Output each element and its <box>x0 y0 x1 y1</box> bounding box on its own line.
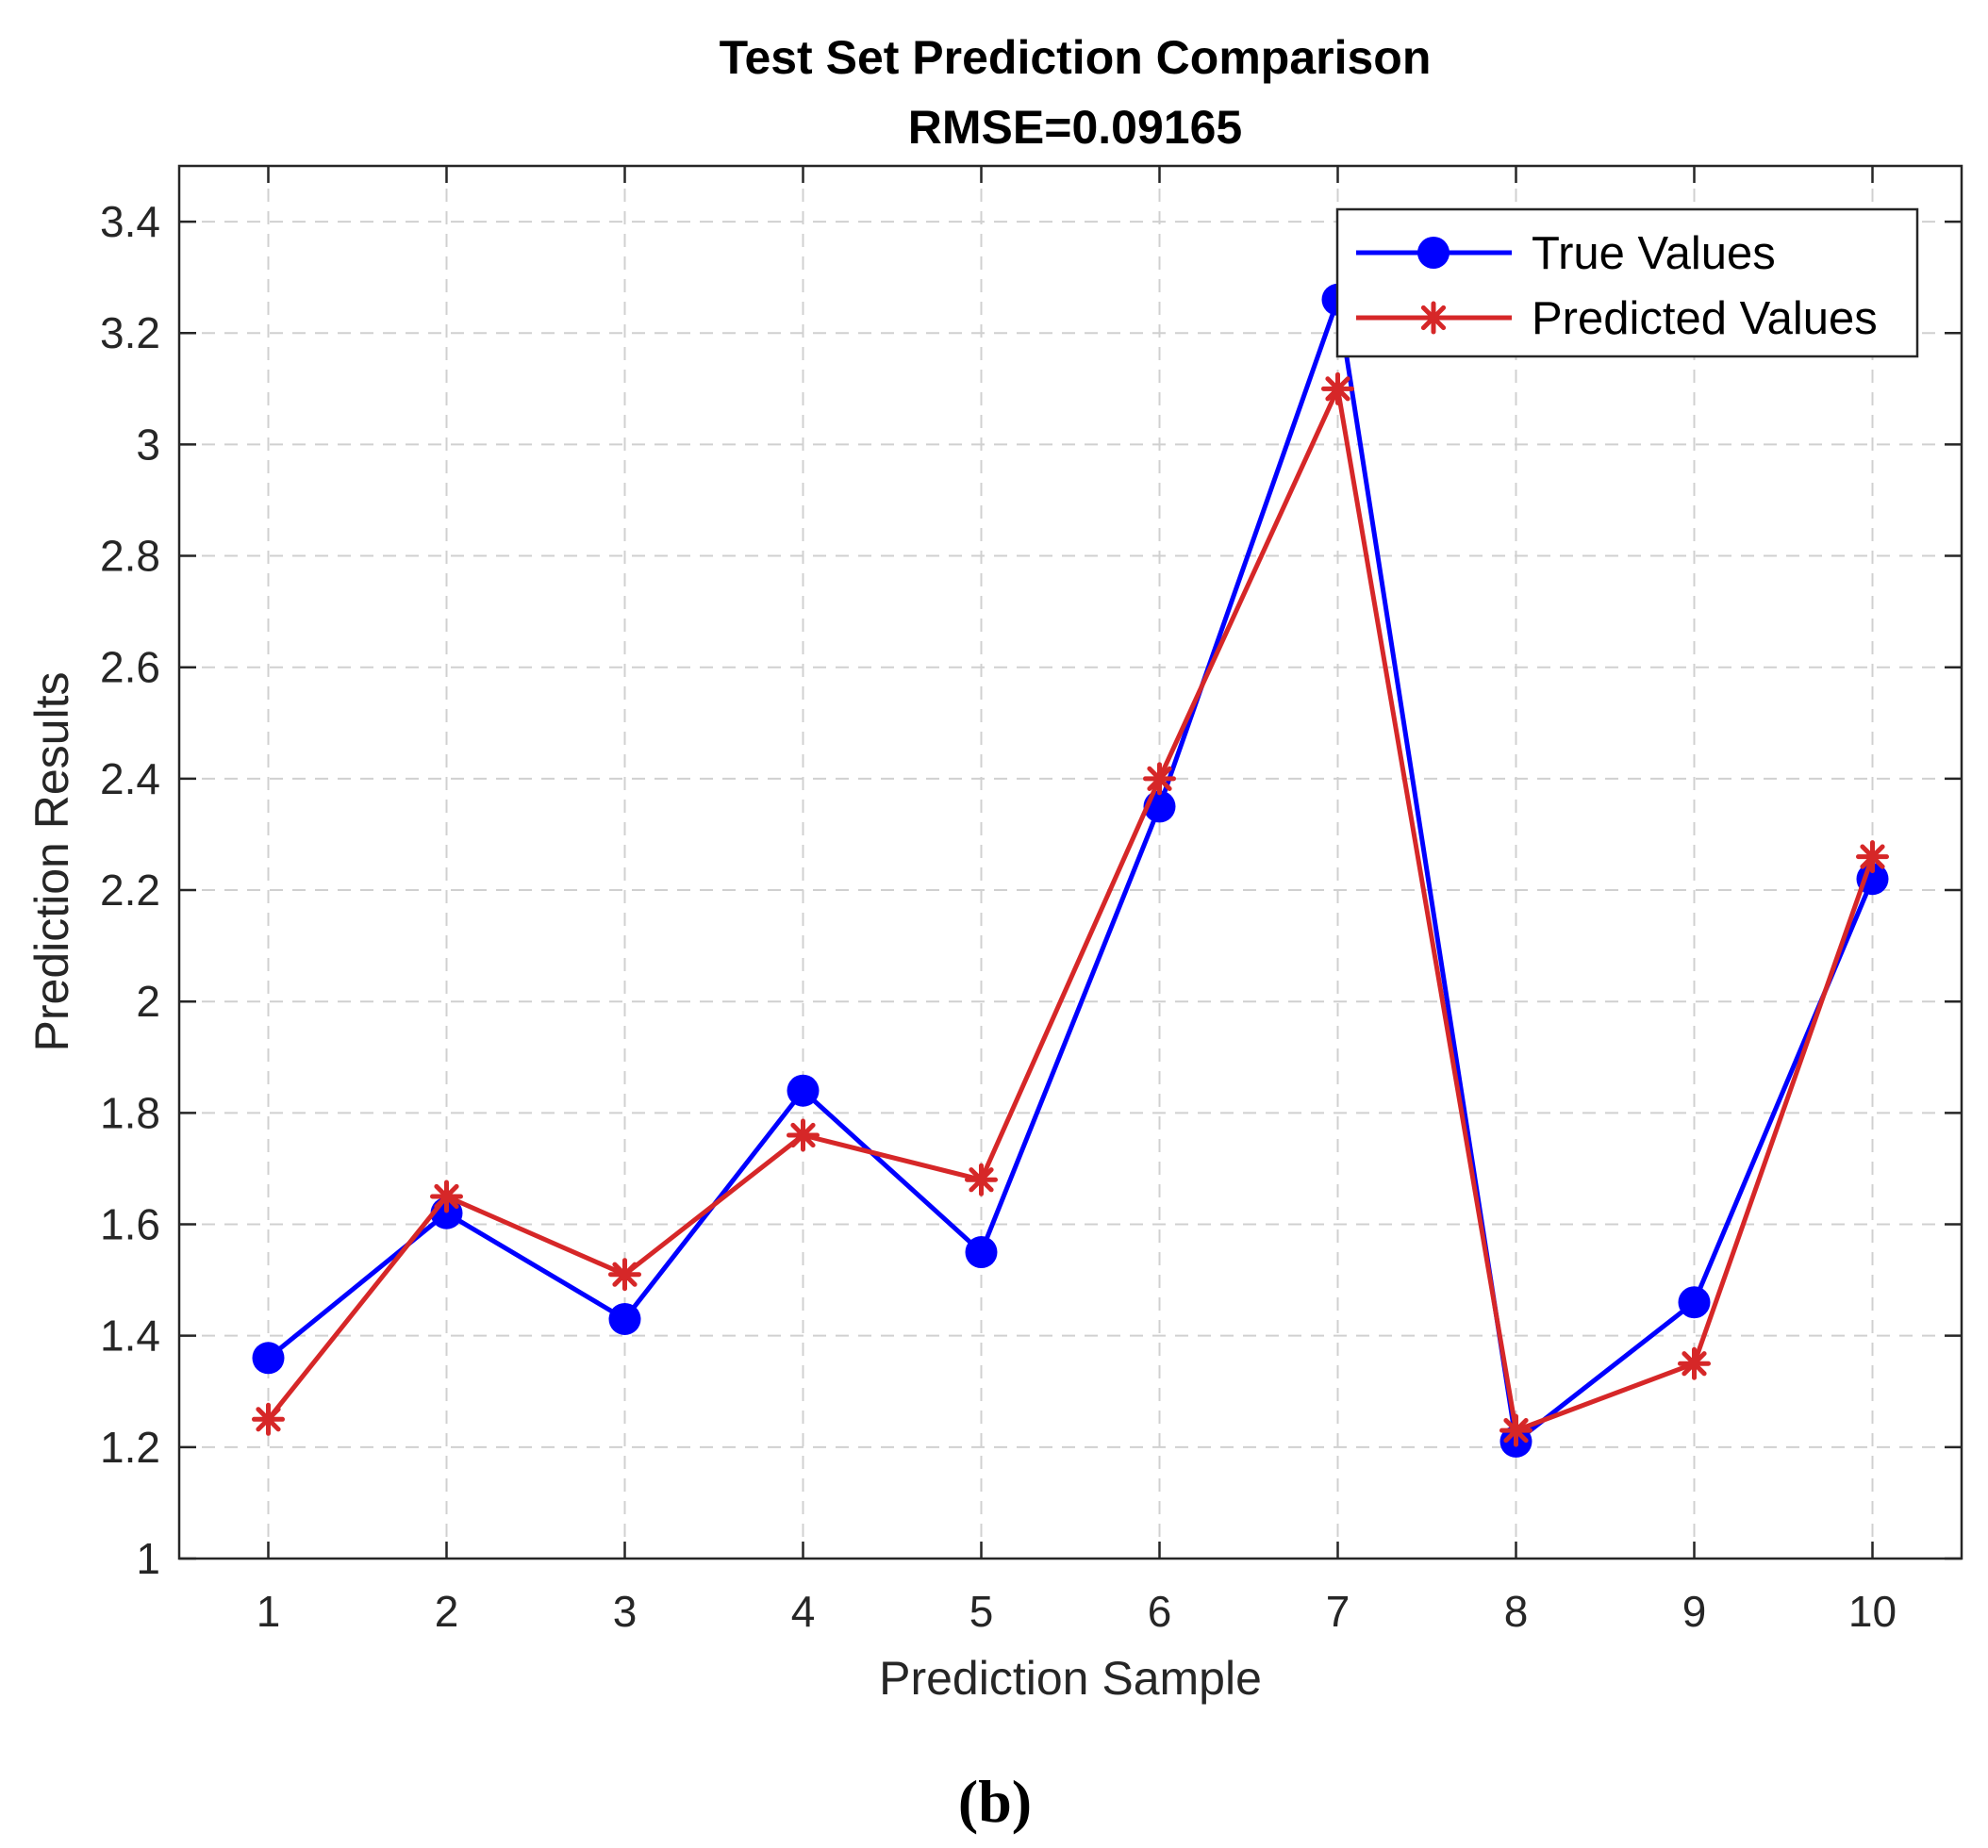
y-tick-labels: 1 1.2 1.4 1.6 1.8 2 2.2 2.4 2.6 2.8 3 3.2 3.4 <box>100 197 160 1583</box>
x-tick-label: 9 <box>1682 1587 1707 1636</box>
legend: True Values Predicted Values <box>1335 207 1919 358</box>
predicted-value-point <box>1321 371 1354 405</box>
asterisk-stroke <box>256 1407 281 1432</box>
predicted-value-point <box>430 1180 463 1213</box>
predicted-value-point <box>1678 1346 1711 1380</box>
true-values-line <box>266 297 1875 1444</box>
predicted-value-point <box>252 1402 285 1436</box>
y-tick-label: 2.8 <box>100 532 160 581</box>
chart-title: Test Set Prediction Comparison <box>720 31 1432 84</box>
y-tick-label: 2.4 <box>100 754 160 803</box>
x-tick-label: 10 <box>1848 1587 1897 1636</box>
legend-pred-label: Predicted Values <box>1532 293 1878 344</box>
x-tick-label: 5 <box>969 1587 994 1636</box>
legend-pred-marker <box>1416 301 1450 335</box>
x-tick-label: 7 <box>1326 1587 1350 1636</box>
y-tick-label: 1.2 <box>100 1423 160 1472</box>
y-tick-label: 1.4 <box>100 1312 160 1361</box>
x-tick-label: 4 <box>791 1587 816 1636</box>
y-axis-label: Prediction Results <box>25 672 78 1052</box>
true-value-point <box>1856 863 1889 896</box>
true-value-point <box>252 1342 285 1375</box>
asterisk-stroke <box>790 1122 816 1148</box>
true-value-point <box>965 1236 998 1269</box>
asterisk-stroke <box>1682 1351 1707 1377</box>
predicted-values-line <box>266 386 1875 1433</box>
x-tick-labels: 1 2 3 4 5 6 7 8 9 10 <box>257 1587 1897 1636</box>
legend-true-label: True Values <box>1532 228 1776 279</box>
asterisk-stroke <box>434 1183 459 1210</box>
y-tick-label: 3 <box>136 420 160 469</box>
y-tick-label: 1 <box>136 1534 160 1583</box>
legend-asterisk <box>1416 301 1450 335</box>
predicted-value-point <box>965 1163 998 1196</box>
true-value-point <box>608 1302 641 1335</box>
series-predicted-values <box>252 371 1889 1447</box>
x-tick-label: 1 <box>257 1587 281 1636</box>
plot-frame <box>177 164 1963 1560</box>
y-tick-label: 2.6 <box>100 643 160 692</box>
asterisk-stroke <box>1147 766 1172 791</box>
y-tick-label: 2 <box>136 977 160 1026</box>
predicted-value-point <box>1856 840 1889 874</box>
legend-true-marker <box>1417 237 1450 269</box>
series-layer <box>252 283 1889 1458</box>
axis-ticks <box>179 166 1962 1560</box>
predicted-value-point <box>787 1118 820 1152</box>
asterisk-stroke <box>1325 376 1350 402</box>
true-value-point <box>787 1074 820 1107</box>
x-tick-label: 3 <box>613 1587 638 1636</box>
asterisk-stroke <box>1860 844 1885 869</box>
panel-label: (b) <box>958 1768 1032 1835</box>
predicted-value-point <box>1499 1413 1532 1447</box>
predicted-value-point <box>1143 762 1176 796</box>
y-tick-label: 1.6 <box>100 1200 160 1249</box>
x-axis-label: Prediction Sample <box>879 1652 1262 1705</box>
asterisk-stroke <box>1420 305 1447 331</box>
y-tick-label: 1.8 <box>100 1088 160 1137</box>
y-tick-label: 3.2 <box>100 308 160 357</box>
asterisk-stroke <box>1503 1418 1529 1444</box>
chart-subtitle: RMSE=0.09165 <box>908 101 1242 154</box>
y-tick-label: 3.4 <box>100 197 160 246</box>
true-value-point <box>1678 1286 1711 1319</box>
x-tick-label: 2 <box>435 1587 459 1636</box>
asterisk-stroke <box>612 1262 638 1287</box>
x-tick-label: 6 <box>1148 1587 1172 1636</box>
x-tick-label: 8 <box>1504 1587 1529 1636</box>
asterisk-stroke <box>969 1167 994 1193</box>
predicted-value-point <box>608 1258 641 1292</box>
y-tick-label: 2.2 <box>100 866 160 915</box>
